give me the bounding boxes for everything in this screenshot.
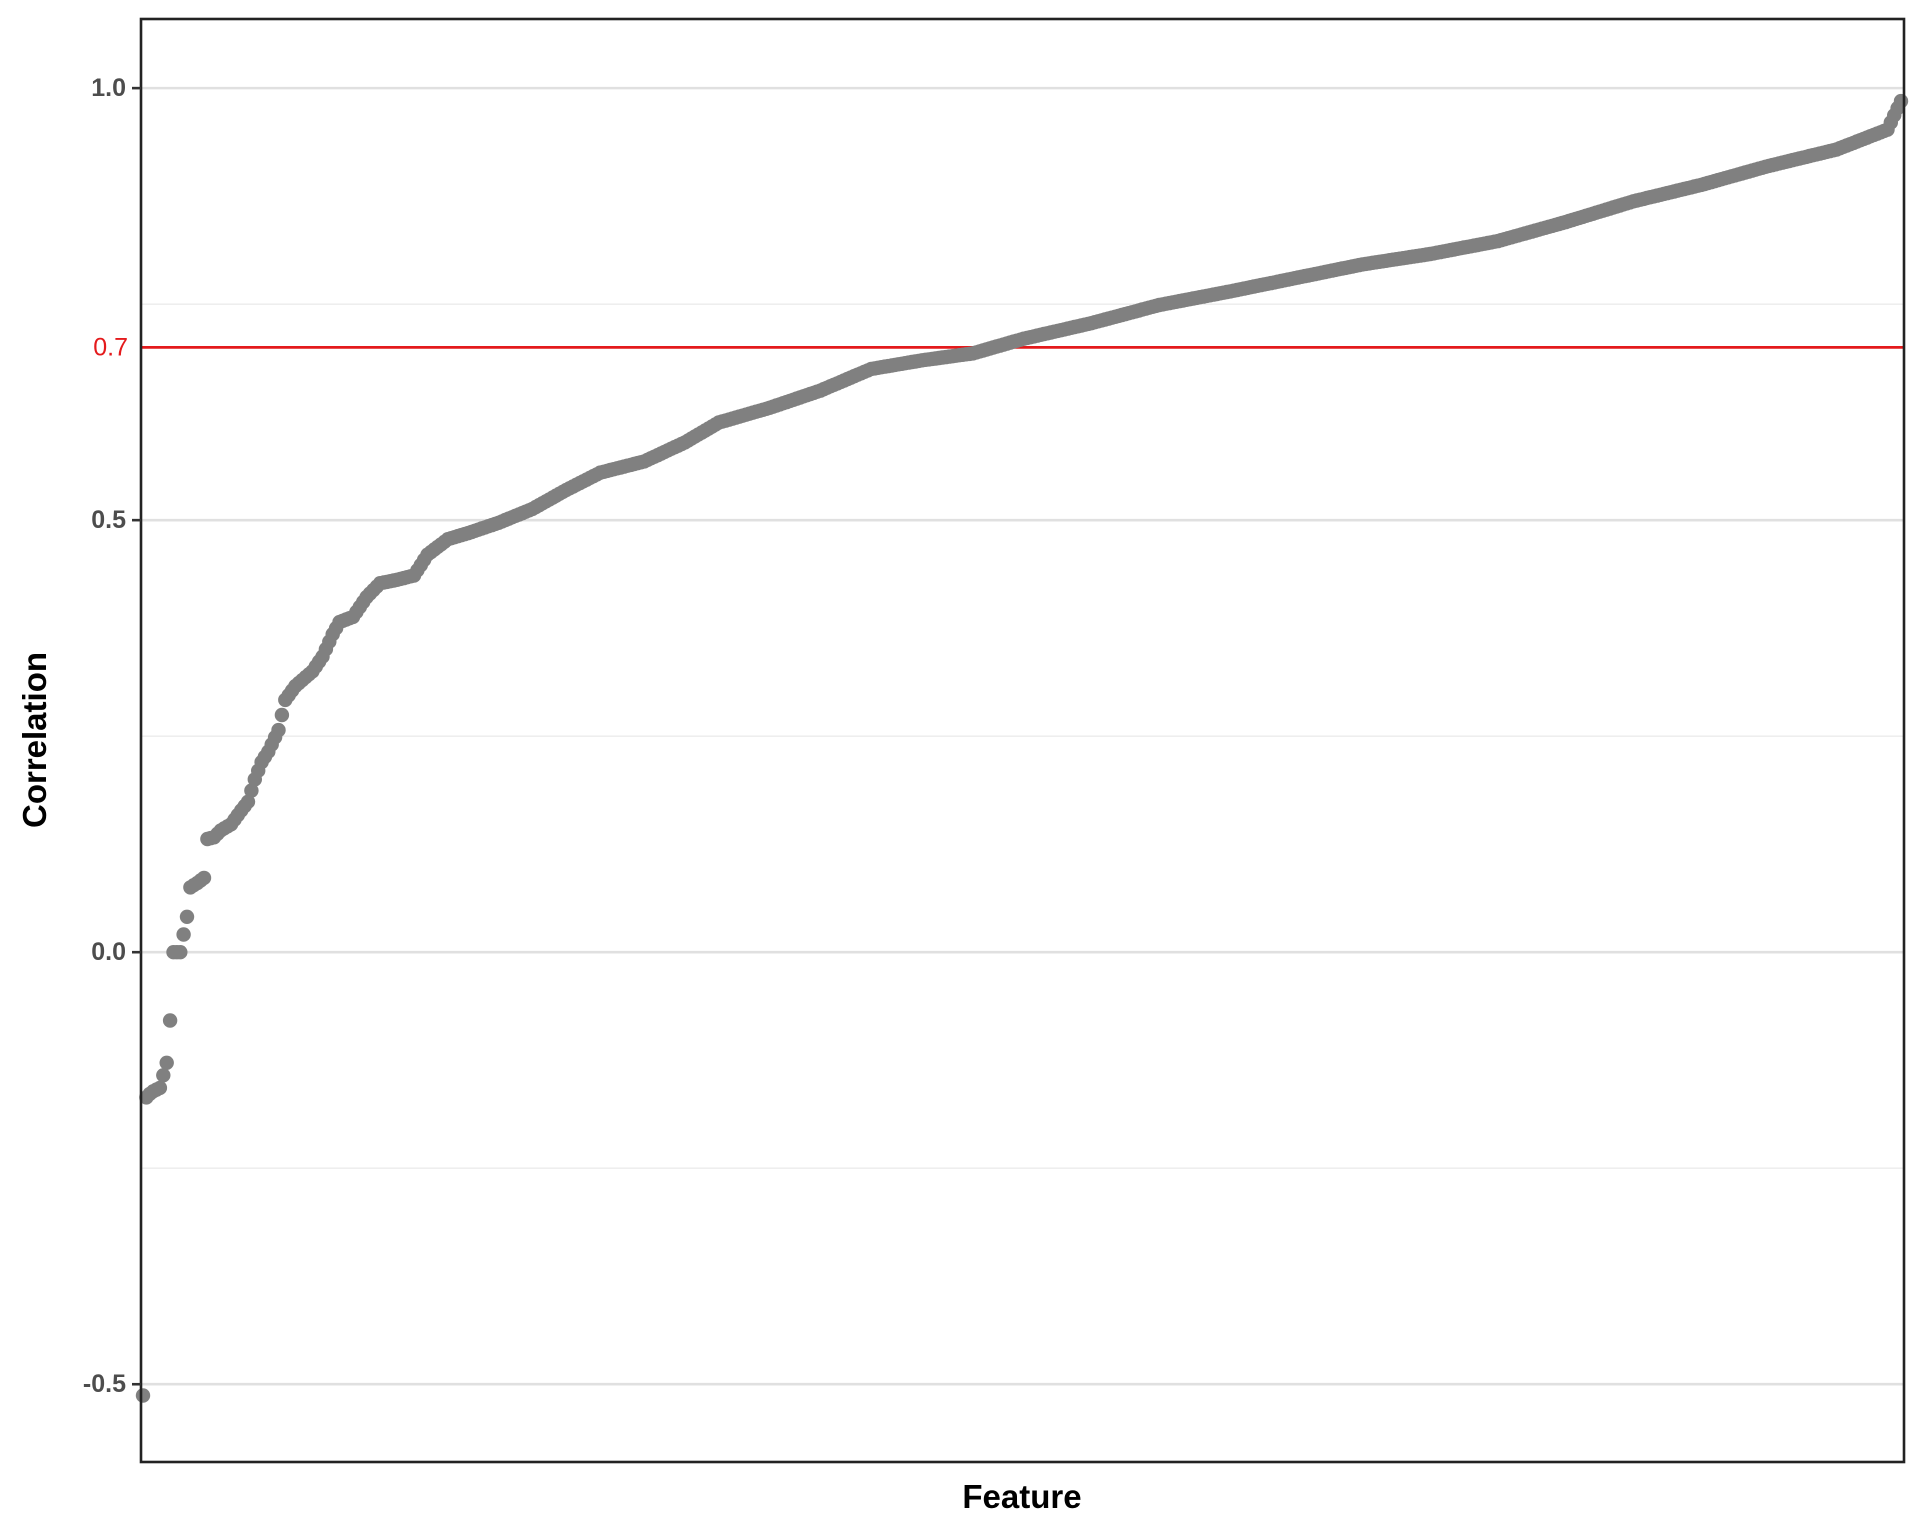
data-points bbox=[135, 93, 1909, 1403]
data-point bbox=[244, 783, 259, 798]
y-axis-tick-labels: 1.0 0.5 0.0 -0.5 bbox=[83, 74, 126, 1398]
y-tick-label: 1.0 bbox=[91, 74, 126, 102]
data-point bbox=[1893, 93, 1909, 109]
data-point bbox=[173, 945, 188, 960]
reference-line-label: 0.7 bbox=[93, 333, 128, 361]
plot-panel-border bbox=[139, 17, 1906, 1464]
y-axis-title: Correlation bbox=[16, 652, 53, 828]
major-gridlines bbox=[141, 86, 1904, 1386]
data-point bbox=[162, 1013, 178, 1028]
data-point bbox=[271, 722, 286, 738]
minor-gridlines bbox=[141, 303, 1904, 1169]
y-axis-tick-marks bbox=[132, 86, 141, 1386]
data-point bbox=[196, 870, 212, 886]
x-axis-title: Feature bbox=[962, 1478, 1081, 1515]
data-point bbox=[135, 1388, 151, 1403]
data-point bbox=[156, 1068, 171, 1083]
plot-panel-background bbox=[141, 19, 1904, 1462]
y-tick-label: 0.5 bbox=[91, 506, 126, 534]
data-point bbox=[159, 1055, 174, 1071]
y-tick-label: -0.5 bbox=[83, 1370, 126, 1398]
data-point bbox=[152, 1080, 168, 1096]
data-point bbox=[274, 707, 290, 723]
data-point bbox=[179, 909, 195, 924]
data-point bbox=[240, 794, 256, 809]
y-tick-label: 0.0 bbox=[91, 938, 126, 966]
data-point bbox=[176, 927, 191, 942]
